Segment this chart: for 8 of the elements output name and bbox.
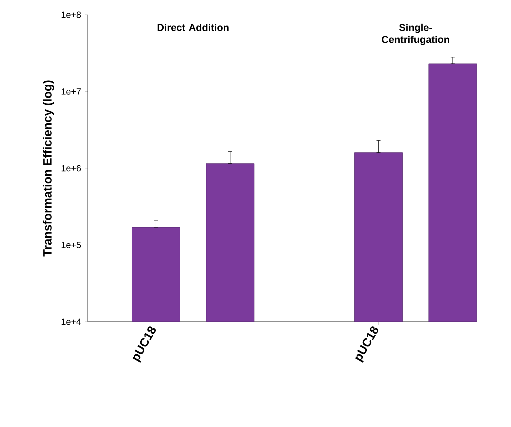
y-tick-label: 1e+7 bbox=[62, 88, 82, 95]
y-tick-label: 1e+8 bbox=[62, 12, 82, 18]
y-axis-title: Transformation Efficiency (log) bbox=[43, 80, 54, 257]
y-tick-label: 1e+6 bbox=[62, 165, 82, 172]
annotation: Direct Addition bbox=[158, 24, 229, 32]
y-tick-label: 1e+4 bbox=[62, 318, 82, 326]
annotation: Single-Centrifugation bbox=[382, 24, 450, 46]
y-tick-label: 1e+5 bbox=[62, 242, 82, 248]
